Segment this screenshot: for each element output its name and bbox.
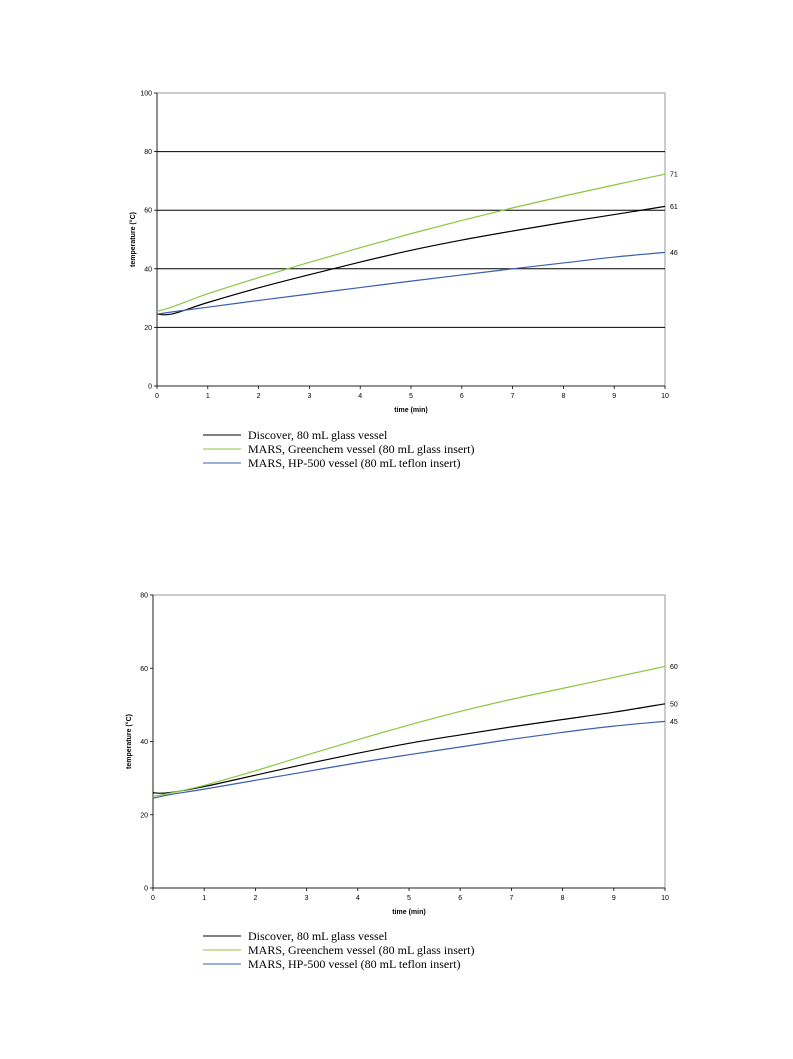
legend-label-2: MARS, Greenchem vessel (80 mL glass inse… [248,442,475,456]
x-tick-label: 3 [307,393,311,400]
x-tick-label: 6 [458,895,462,902]
series-line-2 [156,173,666,312]
y-tick-label: 40 [144,266,152,273]
x-tick-label: 2 [253,895,257,902]
series-line-3 [152,720,666,799]
legend-label-1: Discover, 80 mL glass vessel [248,428,388,442]
series-line-1 [156,205,666,316]
end-value-label: 45 [670,719,678,726]
x-tick-label: 10 [661,393,669,400]
end-value-label: 60 [670,664,678,671]
x-tick-label: 7 [511,393,515,400]
legend-label-3: MARS, HP-500 vessel (80 mL teflon insert… [248,957,461,971]
y-tick-label: 0 [144,886,148,893]
x-tick-label: 4 [358,393,362,400]
series-line-1 [152,703,666,794]
end-value-label: 71 [670,172,678,179]
series-line-2 [152,665,666,798]
end-value-label: 50 [670,701,678,708]
y-tick-label: 60 [140,666,148,673]
x-tick-label: 2 [257,393,261,400]
end-value-label: 61 [670,204,678,211]
x-tick-label: 1 [202,895,206,902]
x-tick-label: 0 [151,895,155,902]
x-tick-label: 5 [407,895,411,902]
y-tick-label: 20 [144,325,152,332]
y-tick-label: 60 [144,208,152,215]
x-tick-label: 9 [612,895,616,902]
y-tick-label: 40 [140,739,148,746]
x-tick-label: 3 [305,895,309,902]
x-tick-label: 10 [661,895,669,902]
x-tick-label: 4 [356,895,360,902]
x-tick-label: 1 [206,393,210,400]
series-line-3 [156,251,666,315]
y-axis-title: temperature (°C) [125,714,133,769]
x-tick-label: 8 [561,895,565,902]
x-axis-title: time (min) [392,909,425,916]
legend-label-3: MARS, HP-500 vessel (80 mL teflon insert… [248,456,461,470]
plot-area [152,594,666,889]
y-tick-label: 80 [144,149,152,156]
legend-label-1: Discover, 80 mL glass vessel [248,929,388,943]
x-tick-label: 9 [612,393,616,400]
y-axis-title: temperature (°C) [129,212,137,267]
x-tick-label: 8 [561,393,565,400]
x-tick-label: 5 [409,393,413,400]
y-tick-label: 80 [140,593,148,600]
chart-1: 0 20 40 60 80 100 0 1 2 3 4 5 6 7 8 9 10 time (min) temper… [129,91,678,471]
end-value-label: 46 [670,250,678,257]
x-tick-label: 0 [155,393,159,400]
y-tick-label: 0 [148,384,152,391]
x-tick-label: 6 [460,393,464,400]
y-tick-label: 20 [140,812,148,819]
legend-label-2: MARS, Greenchem vessel (80 mL glass inse… [248,943,475,957]
x-axis-title: time (min) [394,407,427,414]
plot-area [156,92,666,387]
x-tick-label: 7 [509,895,513,902]
y-tick-label: 100 [140,91,152,98]
